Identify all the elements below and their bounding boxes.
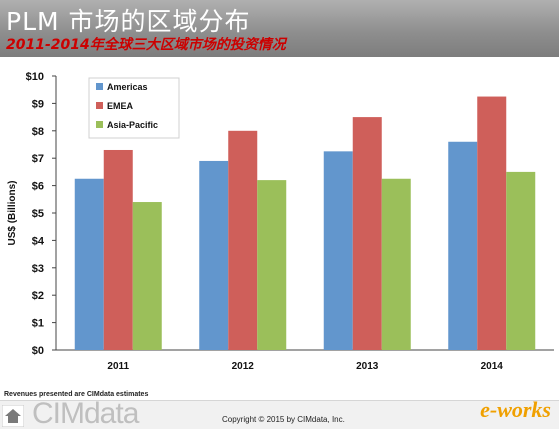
slide-title: PLM 市场的区域分布 — [6, 7, 251, 36]
bar-americas-2011 — [74, 178, 104, 350]
bar-chart: $0 $1 $2 $3 $4 $5 $6 $7 $8 $9 $10 US$ (Billions) 201… — [0, 57, 559, 387]
bar-asia-pacific-2013 — [381, 178, 411, 350]
slide-subtitle: 2011-2014年全球三大区域市场的投资情况 — [6, 37, 286, 53]
cimdata-logo: CIMdata — [32, 397, 139, 430]
slide-header: PLM 市场的区域分布 2011-2014年全球三大区域市场的投资情况 — [0, 0, 559, 57]
bar-asia-pacific-2012 — [257, 180, 287, 350]
footnote: Revenues presented are CIMdata estimates — [4, 391, 149, 398]
y-tick-label: $6 — [32, 181, 44, 193]
x-tick-label: 2012 — [232, 361, 255, 372]
legend-swatch-asia-pacific — [96, 121, 103, 128]
x-tick-label: 2013 — [356, 361, 379, 372]
y-tick-label: $2 — [32, 290, 44, 302]
legend-swatch-americas — [96, 83, 103, 90]
y-tick-label: $3 — [32, 263, 44, 275]
bar-asia-pacific-2014 — [506, 171, 536, 350]
x-tick-label: 2011 — [107, 361, 129, 372]
y-tick-label: $7 — [32, 153, 44, 165]
y-tick-label: $1 — [32, 318, 44, 330]
bar-asia-pacific-2011 — [132, 202, 162, 350]
y-tick-label: $10 — [26, 71, 44, 83]
y-tick-label: $8 — [32, 126, 44, 138]
y-tick-label: $9 — [32, 98, 44, 110]
bar-emea-2011 — [103, 149, 133, 350]
legend-label: Asia-Pacific — [107, 120, 158, 130]
bar-americas-2013 — [323, 151, 353, 350]
legend-swatch-emea — [96, 102, 103, 109]
y-tick-label: $0 — [32, 345, 44, 357]
bar-emea-2012 — [228, 130, 258, 350]
bar-americas-2014 — [448, 141, 478, 350]
bar-emea-2014 — [477, 96, 507, 350]
footer-bar: CIMdata Copyright © 2015 by CIMdata, Inc… — [0, 397, 559, 430]
chart-canvas: $0 $1 $2 $3 $4 $5 $6 $7 $8 $9 $10 US$ (Billions) 201… — [7, 71, 554, 372]
eworks-logo: e-works — [480, 397, 551, 422]
y-tick-label: $4 — [32, 235, 45, 247]
bar-americas-2012 — [199, 160, 229, 350]
legend-label: EMEA — [107, 101, 134, 111]
legend-box — [88, 77, 180, 139]
x-tick-label: 2014 — [481, 361, 504, 372]
home-icon[interactable] — [2, 405, 24, 427]
bar-emea-2013 — [352, 117, 382, 350]
legend-label: Americas — [107, 82, 148, 92]
copyright-text: Copyright © 2015 by CIMdata, Inc. — [222, 415, 345, 424]
y-axis-label: US$ (Billions) — [7, 180, 18, 245]
y-tick-label: $5 — [32, 208, 44, 220]
